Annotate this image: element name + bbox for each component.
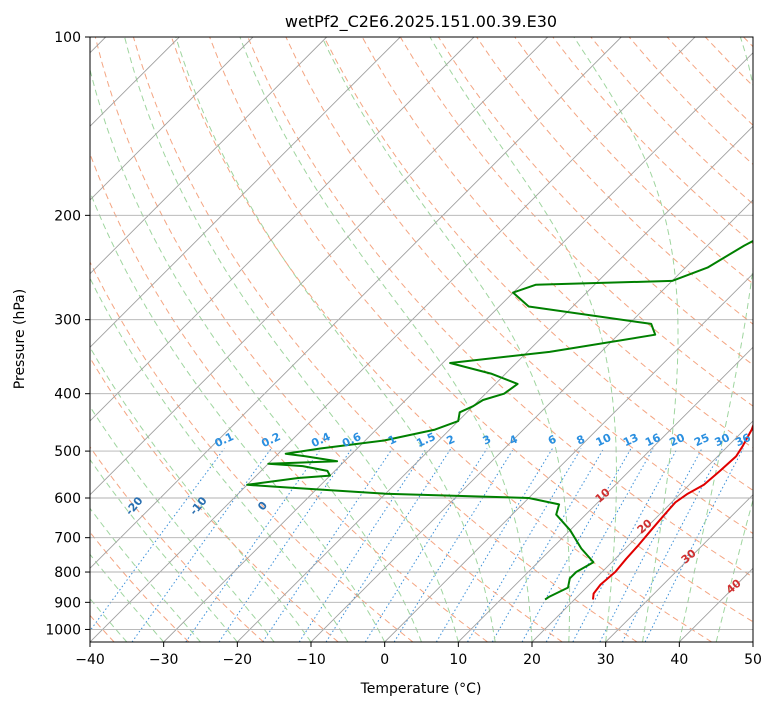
moist-adiabat-line	[678, 37, 753, 642]
moist-adiabat-line	[175, 37, 496, 642]
y-tick-label: 200	[54, 208, 81, 224]
moist-adiabat-line	[239, 37, 533, 642]
x-tick-label: 50	[744, 652, 762, 668]
y-axis-label: Pressure (hPa)	[12, 289, 28, 389]
moist-adiabat-line	[90, 405, 275, 642]
plot-frame	[89, 36, 754, 643]
dry-adiabat-line	[90, 446, 264, 642]
x-tick-label: 0	[380, 652, 389, 668]
isotherm-line	[605, 494, 753, 642]
dry-adiabat-line	[132, 37, 638, 642]
isotherm-line	[310, 199, 753, 642]
y-tick-label: 500	[54, 444, 81, 460]
temperature-profile-line	[592, 423, 753, 600]
mixing-ratio-line	[572, 448, 678, 642]
dry-adiabat-line	[94, 37, 563, 642]
mixing-ratio-label: 10	[594, 431, 614, 449]
dry-adiabat-line	[514, 37, 753, 285]
mixing-ratio-line	[621, 448, 723, 642]
y-axis: 100 200 300 400 500 600 700 800 900 1000	[45, 30, 90, 638]
dry-adiabat-line	[285, 37, 753, 535]
mixing-ratio-line	[131, 448, 272, 642]
dry-adiabat-line	[247, 37, 753, 578]
mixing-ratio-line	[364, 448, 488, 642]
y-tick-label: 300	[54, 313, 81, 329]
dry-adiabat-line	[476, 37, 753, 325]
y-tick-label: 800	[54, 565, 81, 581]
y-tick-label: 600	[54, 491, 81, 507]
mixing-ratio-line	[325, 448, 452, 642]
y-tick-label: 900	[54, 595, 81, 611]
isotherm-line	[90, 37, 475, 422]
moist-adiabat-line	[429, 37, 617, 642]
x-tick-label: 30	[597, 652, 615, 668]
moist-adiabat-line	[90, 553, 165, 642]
mixing-ratio-line	[298, 448, 427, 642]
x-tick-label: −30	[149, 652, 179, 668]
moist-adiabat-line	[90, 597, 128, 642]
mixing-ratio-label: 16	[643, 431, 663, 449]
x-tick-label: 10	[449, 652, 467, 668]
y-tick-label: 700	[54, 531, 81, 547]
isotherm-line	[90, 37, 254, 201]
mixing-ratio-line	[185, 448, 322, 642]
profile-series	[246, 239, 753, 601]
x-axis: −40 −30 −20 −10 0 10 20 30 40 50	[75, 642, 762, 668]
dry-adiabat-line	[209, 37, 753, 623]
x-tick-label: 40	[670, 652, 688, 668]
mixing-ratio-line	[218, 448, 353, 642]
mixing-ratio-label: 30	[713, 431, 733, 449]
mixing-ratio-label: 20	[667, 431, 687, 449]
plot-background	[90, 37, 753, 642]
moist-adiabat-line	[90, 507, 201, 642]
y-tick-label: 1000	[45, 622, 81, 638]
mixing-ratio-line	[262, 448, 393, 642]
y-tick-label: 400	[54, 387, 81, 403]
mixing-ratio-line	[393, 448, 515, 642]
isotherm-line	[90, 37, 622, 569]
isotherm-line	[752, 641, 753, 642]
moist-adiabat-line	[124, 37, 459, 642]
chart-title: wetPf2_C2E6.2025.151.00.39.E30	[285, 12, 557, 32]
dry-adiabat-line	[90, 260, 414, 642]
dry-adiabat-line	[90, 356, 339, 642]
mixing-ratio-line	[599, 448, 703, 642]
x-tick-label: −20	[223, 652, 253, 668]
isotherm-line	[90, 37, 401, 348]
mixing-ratio-line	[90, 448, 225, 632]
y-tick-label: 100	[54, 30, 81, 46]
moist-adiabat-line	[90, 458, 238, 642]
moist-adiabat-line	[715, 498, 753, 642]
x-tick-label: 20	[523, 652, 541, 668]
dry-adiabat-label: -40	[0, 494, 17, 518]
isotherm-line	[90, 37, 328, 275]
isotherm-line	[236, 125, 753, 642]
background-lines	[90, 37, 753, 642]
isotherm-line	[90, 37, 549, 496]
moist-adiabat-line	[573, 37, 679, 642]
dry-adiabat-line	[323, 37, 753, 491]
isotherm-line	[531, 420, 753, 642]
isotherm-line	[384, 273, 753, 642]
isotherm-line	[457, 346, 753, 642]
moist-adiabat-line	[321, 37, 571, 642]
isotherm-line	[90, 37, 696, 642]
dry-adiabat-line	[171, 37, 712, 642]
x-tick-label: −10	[296, 652, 326, 668]
x-tick-label: −40	[75, 652, 105, 668]
mixing-ratio-line	[491, 448, 605, 642]
isotherm-line	[163, 52, 753, 642]
moist-adiabat-line	[90, 277, 349, 642]
mixing-ratio-label: 13	[621, 431, 640, 449]
x-axis-label: Temperature (°C)	[360, 681, 482, 697]
dewpoint-profile-line	[246, 239, 753, 601]
moist-adiabat-line	[90, 67, 422, 642]
mixing-ratio-line	[467, 448, 582, 642]
moist-adiabat-line	[90, 190, 386, 642]
mixing-ratio-label: 25	[692, 431, 711, 449]
mixing-ratio-label: 36	[733, 431, 753, 449]
